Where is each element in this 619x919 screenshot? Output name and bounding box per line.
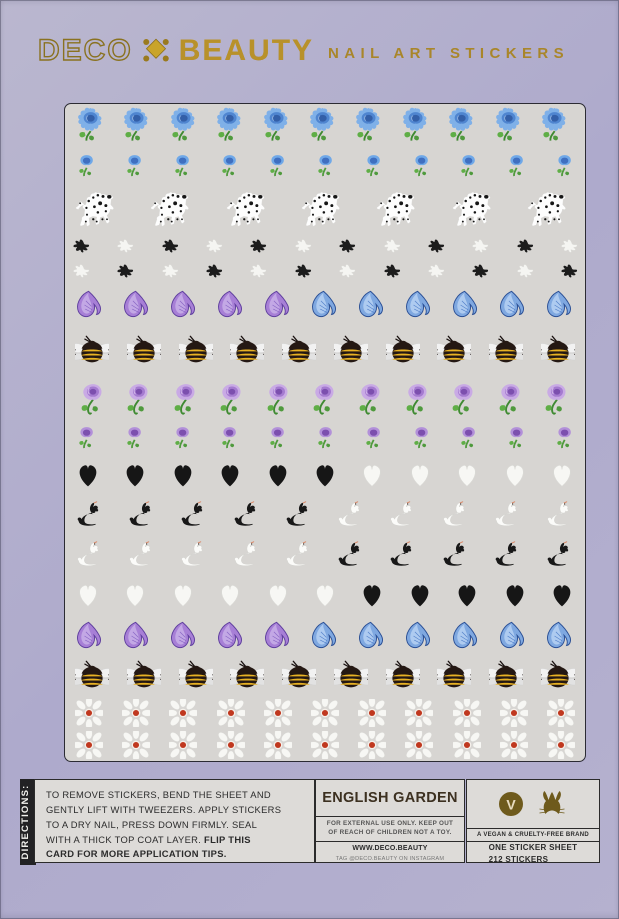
svg-text:DIRECTIONS:: DIRECTIONS: [21, 785, 31, 860]
svg-text:V: V [506, 797, 516, 813]
